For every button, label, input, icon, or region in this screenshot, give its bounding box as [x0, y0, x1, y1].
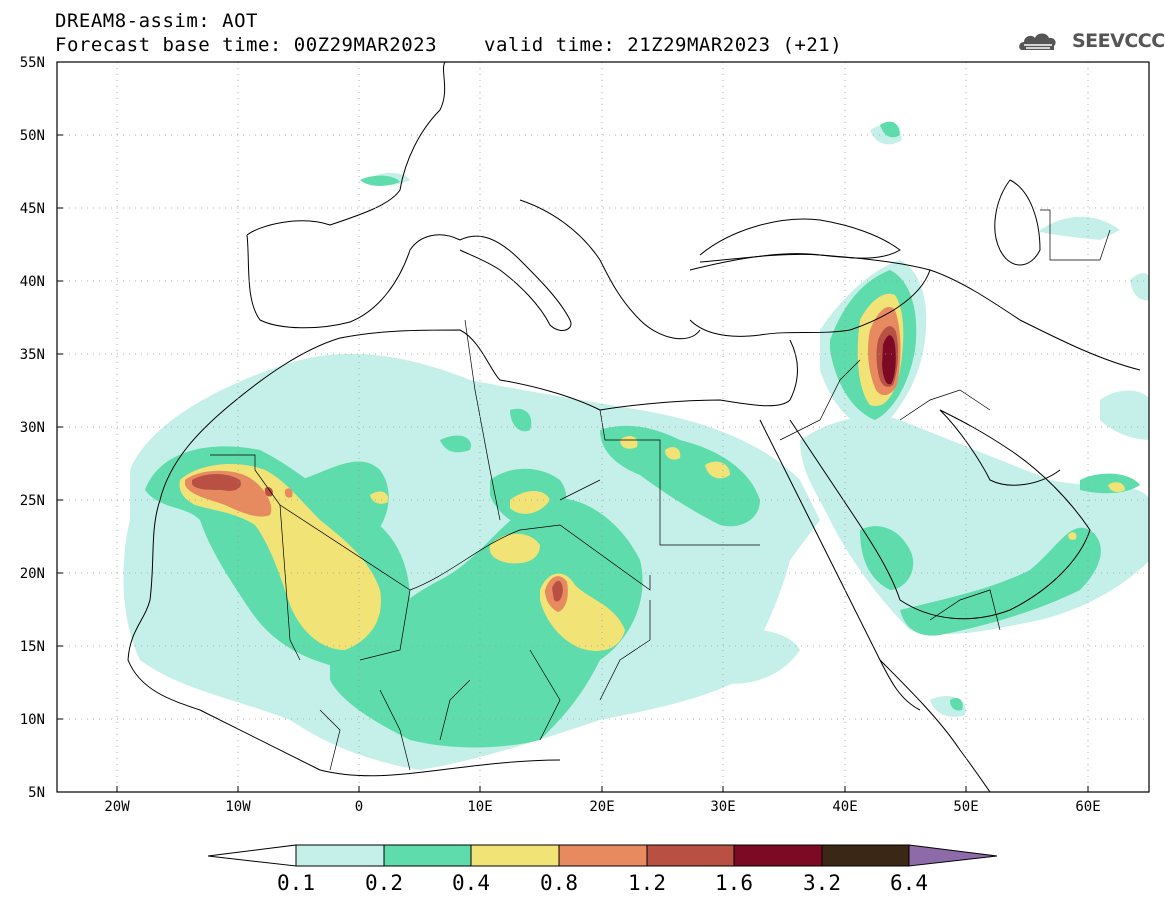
coastlines — [127, 62, 1141, 792]
lat-label: 5N — [28, 785, 45, 801]
tick-marks — [57, 61, 1089, 792]
seevccc-logo: SEEVCCC — [1072, 30, 1165, 52]
lat-label: 55N — [20, 55, 45, 71]
aot-level-1.6 — [882, 335, 896, 385]
lon-label: 30E — [710, 799, 735, 815]
aot-field — [57, 62, 1149, 792]
lat-label: 45N — [20, 201, 45, 217]
longitude-labels: 20W 10W 0 10E 20E 30E 40E 50E 60E — [104, 799, 1100, 815]
aot-level-0.4 — [179, 293, 1125, 651]
lat-label: 25N — [20, 493, 45, 509]
colorbar-label: 0.2 — [365, 871, 403, 895]
lat-label: 40N — [20, 274, 45, 290]
lon-label: 10W — [225, 799, 251, 815]
colorbar-label: 0.4 — [452, 871, 490, 895]
colorbar-min-arrow — [207, 844, 297, 867]
lat-label: 50N — [20, 128, 45, 144]
lon-label: 0 — [355, 799, 363, 815]
lat-label: 30N — [20, 420, 45, 436]
gridlines — [57, 62, 1149, 792]
colorbar — [207, 844, 998, 867]
colorbar-swatch — [821, 844, 910, 867]
lat-label: 35N — [20, 347, 45, 363]
colorbar-label: 3.2 — [803, 871, 841, 895]
title-line-1: DREAM8-assim: AOT — [55, 10, 258, 32]
lon-label: 20E — [589, 799, 614, 815]
lon-label: 60E — [1075, 799, 1100, 815]
lat-label: 15N — [20, 639, 45, 655]
valid-time: valid time: 21Z29MAR2023 (+21) — [484, 34, 843, 56]
colorbar-swatch — [646, 844, 735, 867]
colorbar-swatch — [383, 844, 472, 867]
colorbar-swatch — [733, 844, 823, 867]
lon-label: 50E — [953, 799, 978, 815]
forecast-base-time: Forecast base time: 00Z29MAR2023 — [55, 34, 438, 56]
lon-label: 10E — [467, 799, 492, 815]
lat-label: 20N — [20, 566, 45, 582]
colorbar-max-arrow — [908, 844, 998, 867]
colorbar-label: 0.1 — [277, 871, 315, 895]
colorbar-swatch — [295, 844, 385, 867]
colorbar-swatch — [470, 844, 560, 867]
colorbar-swatch — [558, 844, 648, 867]
colorbar-label: 6.4 — [890, 871, 928, 895]
colorbar-labels: 0.1 0.2 0.4 0.8 1.2 1.6 3.2 6.4 — [277, 871, 928, 895]
lon-label: 20W — [104, 799, 130, 815]
country-borders — [210, 209, 1111, 771]
latitude-labels: 55N 50N 45N 40N 35N 30N 25N 20N 15N 10N … — [20, 55, 45, 801]
colorbar-label: 1.2 — [628, 871, 666, 895]
lon-label: 40E — [832, 799, 857, 815]
colorbar-label: 0.8 — [540, 871, 578, 895]
colorbar-label: 1.6 — [715, 871, 753, 895]
cloud-icon — [1019, 33, 1056, 50]
lat-label: 10N — [20, 712, 45, 728]
